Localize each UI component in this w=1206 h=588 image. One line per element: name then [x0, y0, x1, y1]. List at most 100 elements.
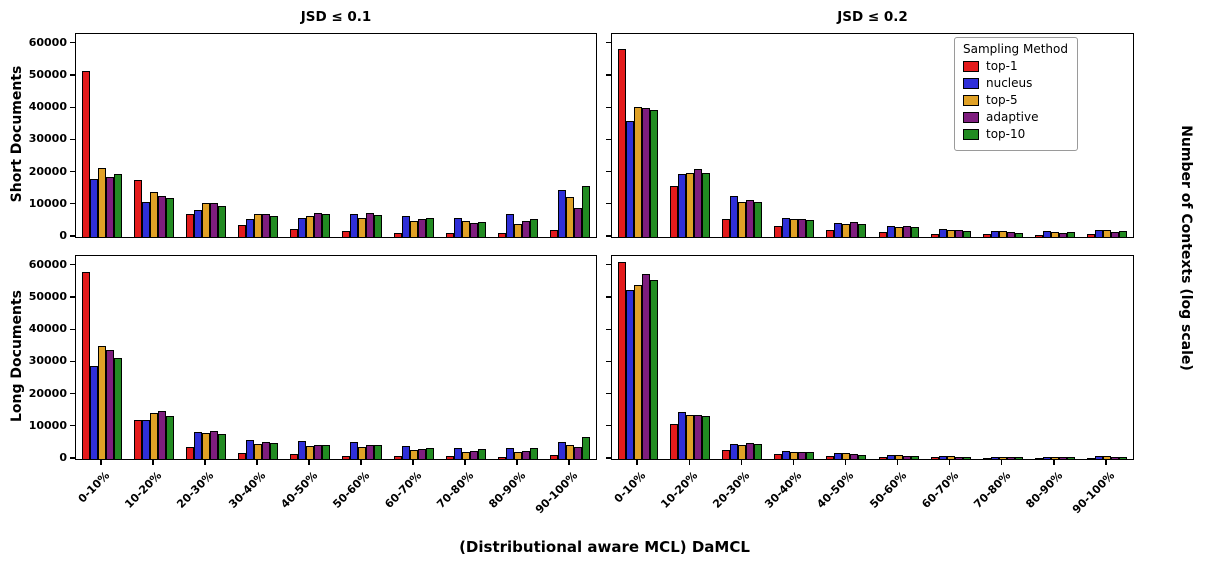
bar-top-1-70-80% [446, 456, 454, 459]
bar-top-5-80-90% [1050, 232, 1059, 237]
bar-nucleus-20-30% [730, 195, 739, 237]
bar-adaptive-0-10% [106, 177, 114, 237]
bar-top-10-10-20% [166, 415, 174, 459]
bar-top-10-0-10% [114, 174, 122, 237]
bar-adaptive-40-50% [314, 212, 322, 237]
bar-adaptive-10-20% [694, 169, 703, 237]
bar-adaptive-30-40% [262, 213, 270, 237]
bar-top-10-60-70% [962, 456, 971, 459]
bar-top-1-20-30% [722, 219, 731, 237]
bar-adaptive-0-10% [106, 350, 114, 459]
bar-nucleus-50-60% [886, 454, 895, 459]
plot-area [611, 255, 1134, 460]
bar-top-1-20-30% [186, 214, 194, 237]
bar-adaptive-80-90% [522, 450, 530, 459]
bar-adaptive-20-30% [746, 199, 755, 237]
bar-nucleus-0-10% [626, 289, 635, 459]
y-tick-mark [70, 392, 75, 395]
bar-top-1-50-60% [342, 455, 350, 459]
bar-top-5-10-20% [686, 414, 695, 459]
y-tick-mark [606, 203, 611, 205]
bar-top-1-30-40% [774, 454, 783, 459]
x-tick-label: 90-100% [532, 469, 581, 517]
bar-top-10-20-30% [754, 443, 763, 459]
legend-label: adaptive [986, 110, 1039, 124]
bar-top-5-60-70% [946, 456, 955, 459]
legend-label: nucleus [986, 76, 1033, 90]
bar-adaptive-80-90% [1058, 457, 1067, 459]
bar-adaptive-90-100% [1110, 232, 1119, 237]
bar-top-10-20-30% [218, 206, 226, 237]
y-tick-mark [70, 328, 75, 330]
y-tick-mark [70, 457, 75, 459]
bar-top-10-50-60% [374, 445, 382, 459]
bar-adaptive-60-70% [418, 219, 426, 237]
bar-top-5-50-60% [358, 446, 366, 459]
bar-top-1-60-70% [394, 232, 402, 237]
bar-top-5-40-50% [842, 453, 851, 459]
y-tick-mark [70, 170, 75, 173]
y-tick-mark [70, 42, 75, 44]
bar-top-1-60-70% [930, 457, 939, 459]
bar-top-5-30-40% [790, 219, 799, 237]
bar-adaptive-50-60% [366, 212, 374, 237]
subplot-short-documents-jsd-0.2: Sampling Method top-1 nucleus top-5 adaptiv… [606, 33, 1134, 238]
bar-top-10-90-100% [1118, 457, 1127, 459]
bar-top-1-30-40% [238, 225, 246, 237]
bar-nucleus-40-50% [834, 222, 843, 237]
x-tick-mark [516, 460, 518, 465]
legend: Sampling Method top-1 nucleus top-5 adaptiv… [954, 37, 1078, 151]
right-y-axis-label: Number of Contexts (log scale) [1178, 125, 1194, 371]
bar-top-10-60-70% [426, 448, 434, 459]
bar-top-1-30-40% [774, 225, 783, 237]
bar-nucleus-40-50% [834, 453, 843, 459]
subplot-title-jsd-0.2: JSD ≤ 0.2 [837, 9, 908, 25]
bar-top-1-20-30% [186, 446, 194, 459]
x-tick-mark [1105, 460, 1107, 465]
bar-top-10-80-90% [530, 219, 538, 237]
bar-top-5-80-90% [514, 451, 522, 459]
y-tick-mark [70, 74, 75, 76]
bar-adaptive-40-50% [314, 445, 322, 459]
bar-adaptive-70-80% [470, 223, 478, 237]
x-tick-mark [412, 460, 414, 465]
legend-swatch-top-10 [963, 128, 979, 140]
y-tick-mark [606, 138, 611, 141]
legend-entry-top-1: top-1 [963, 59, 1068, 73]
bar-adaptive-20-30% [210, 203, 218, 237]
bar-top-10-20-30% [218, 433, 226, 459]
bar-top-10-40-50% [322, 214, 330, 237]
y-tick-label: 30000 [28, 354, 67, 368]
x-tick-mark [740, 460, 742, 465]
x-tick-mark [100, 460, 102, 465]
bar-nucleus-90-100% [1094, 456, 1103, 459]
bar-top-10-80-90% [1066, 232, 1075, 237]
bar-nucleus-70-80% [990, 231, 999, 237]
subplot-title-jsd-0.1: JSD ≤ 0.1 [300, 9, 372, 25]
bar-top-10-40-50% [858, 454, 867, 459]
plot-area [75, 255, 597, 460]
bar-top-1-70-80% [982, 234, 991, 237]
legend-entry-nucleus: nucleus [963, 76, 1068, 90]
bar-top-1-40-50% [826, 455, 835, 459]
y-tick-label: 40000 [28, 100, 67, 114]
bar-top-5-70-80% [462, 451, 470, 459]
bar-top-5-30-40% [790, 451, 799, 459]
bar-top-10-60-70% [426, 218, 434, 237]
subplot-short-documents-jsd-0.1: 0 10000 20000 30000 40000 50000 60000 [29, 33, 597, 242]
y-tick-mark [606, 392, 611, 395]
x-tick-mark [464, 460, 466, 465]
bar-top-1-10-20% [134, 179, 142, 237]
x-tick-mark [204, 460, 206, 465]
y-tick-mark [70, 425, 75, 427]
legend-swatch-nucleus [963, 77, 979, 89]
y-tick-mark [606, 235, 611, 237]
y-tick-label: 20000 [28, 386, 67, 400]
bar-nucleus-10-20% [678, 412, 687, 459]
bar-nucleus-80-90% [506, 448, 514, 459]
legend-entry-top-5: top-5 [963, 93, 1068, 107]
bar-nucleus-30-40% [782, 450, 791, 459]
bar-adaptive-30-40% [798, 219, 807, 237]
y-tick-label: 60000 [28, 257, 67, 271]
bar-nucleus-10-20% [142, 202, 150, 237]
